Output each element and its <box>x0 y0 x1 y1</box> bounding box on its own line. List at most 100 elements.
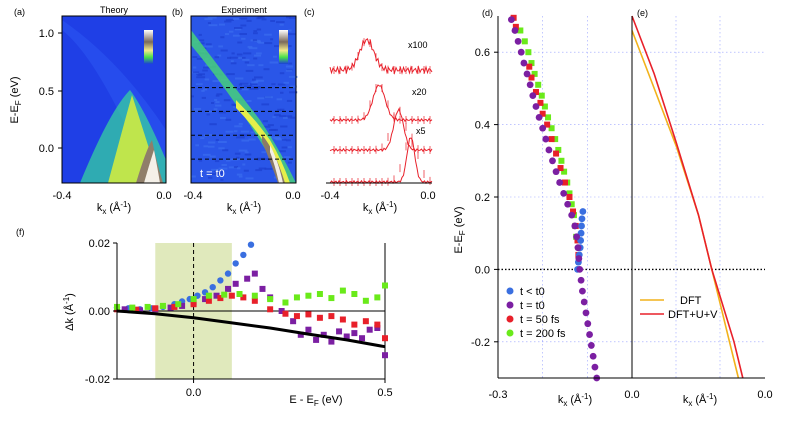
data-point <box>121 306 128 313</box>
data-point <box>343 333 350 340</box>
noise-pixel <box>289 91 298 94</box>
panel-a-ytick-label: 1.0 <box>39 28 54 40</box>
noise-pixel <box>215 94 220 97</box>
panel-f-xlabel: E - EF (eV) <box>289 394 342 408</box>
panel-f-ytick-label: -0.02 <box>85 374 110 386</box>
noise-pixel <box>199 39 205 42</box>
data-point <box>290 318 297 325</box>
data-point <box>548 136 555 143</box>
noise-pixel <box>277 83 286 86</box>
legend-marker-t-t0 <box>506 301 514 309</box>
noise-pixel <box>283 81 289 84</box>
noise-pixel <box>262 158 270 161</box>
noise-pixel <box>216 93 223 96</box>
noise-pixel <box>254 54 261 57</box>
data-point <box>339 316 346 323</box>
panel-d-ticks: -0.2 0.0 0.2 0.4 0.6 <box>471 47 498 349</box>
noise-pixel <box>243 52 252 55</box>
data-point <box>532 89 539 96</box>
panel-labels: (a) (b) (c) (d) (e) (f) <box>14 7 648 237</box>
data-point <box>553 150 560 157</box>
data-point <box>251 292 258 299</box>
noise-pixel <box>286 139 291 142</box>
noise-pixel <box>234 152 241 155</box>
panel-c-scale-label: x100 <box>408 40 428 50</box>
noise-pixel <box>241 139 250 142</box>
noise-pixel <box>192 66 197 69</box>
noise-pixel <box>254 76 263 79</box>
data-point <box>552 136 559 143</box>
noise-pixel <box>226 159 231 162</box>
noise-pixel <box>256 158 261 161</box>
data-point <box>374 325 381 331</box>
noise-pixel <box>218 45 223 48</box>
panel-f-xtick-label: 0.0 <box>186 387 201 399</box>
noise-pixel <box>204 78 210 81</box>
noise-pixel <box>249 83 258 85</box>
noise-pixel <box>220 117 226 119</box>
noise-pixel <box>203 66 212 69</box>
data-point <box>251 297 258 304</box>
data-point <box>542 135 550 143</box>
noise-pixel <box>195 144 199 147</box>
noise-pixel <box>257 97 265 100</box>
noise-pixel <box>228 166 238 169</box>
noise-pixel <box>280 125 288 128</box>
data-point <box>328 338 335 345</box>
noise-pixel <box>240 24 247 27</box>
panel-a-colorbar <box>144 30 153 64</box>
data-point <box>582 309 590 317</box>
theory-curve <box>116 309 386 349</box>
noise-pixel <box>209 155 216 158</box>
noise-pixel <box>285 69 293 72</box>
theory-curve <box>631 15 744 379</box>
noise-pixel <box>207 16 217 19</box>
noise-pixel <box>264 96 273 99</box>
noise-pixel <box>227 56 231 59</box>
data-point <box>556 179 564 186</box>
data-point <box>232 280 239 287</box>
noise-pixel <box>256 79 264 82</box>
spectrum-curve <box>329 137 433 185</box>
noise-pixel <box>236 53 243 56</box>
panel-e-label: (e) <box>637 8 648 18</box>
noise-pixel <box>202 153 211 156</box>
noise-pixel <box>208 176 213 179</box>
noise-pixel <box>205 43 212 46</box>
noise-pixel <box>239 82 249 85</box>
data-point <box>382 282 388 289</box>
noise-pixel <box>262 120 268 123</box>
data-point <box>293 313 300 320</box>
noise-pixel <box>232 34 240 37</box>
spectrum-curve <box>329 38 433 75</box>
noise-pixel <box>202 69 208 72</box>
noise-pixel <box>229 30 234 33</box>
panel-b-xtick-label: 0.0 <box>285 190 300 202</box>
data-point <box>362 297 369 304</box>
panel-c-scale-label: x5 <box>416 126 426 136</box>
noise-pixel <box>288 16 296 19</box>
data-point <box>539 124 547 132</box>
data-point <box>558 157 565 164</box>
data-point <box>374 321 381 328</box>
panel-f-ytick-label: 0.02 <box>89 238 110 250</box>
panel-c-label: (c) <box>304 7 315 17</box>
noise-pixel <box>280 91 284 94</box>
panel-e-plot <box>631 15 744 379</box>
noise-pixel <box>276 21 285 24</box>
data-point <box>528 60 535 67</box>
panel-e-xtick-label: 0.0 <box>757 389 772 401</box>
noise-pixel <box>235 28 242 31</box>
noise-pixel <box>229 56 239 59</box>
noise-pixel <box>287 33 296 36</box>
noise-pixel <box>288 75 298 78</box>
noise-pixel <box>274 45 280 48</box>
noise-pixel <box>238 122 243 125</box>
noise-pixel <box>191 95 194 98</box>
data-point <box>282 310 289 317</box>
panel-e-legend: DFT DFT+U+V <box>640 295 718 321</box>
data-point <box>562 179 568 186</box>
data-point <box>579 208 587 215</box>
panel-a-xlabel: kx (Å-1) <box>97 200 131 216</box>
data-point <box>566 194 573 200</box>
